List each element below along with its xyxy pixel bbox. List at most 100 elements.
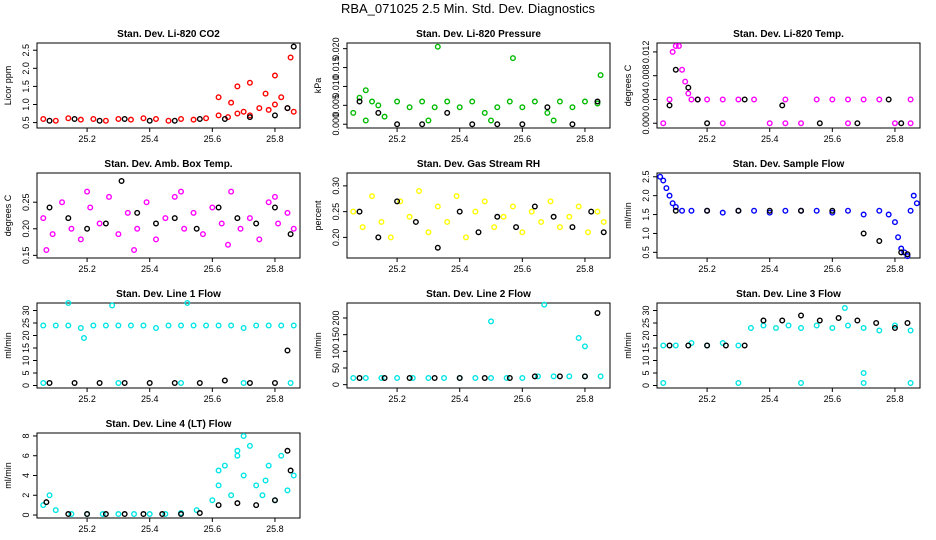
reference-point xyxy=(456,208,463,215)
data-point xyxy=(228,322,235,329)
data-point xyxy=(907,380,914,387)
reference-point xyxy=(854,317,861,324)
data-point xyxy=(735,342,742,349)
reference-point xyxy=(196,380,203,387)
reference-point xyxy=(506,375,513,382)
data-point xyxy=(907,120,914,127)
data-point xyxy=(506,98,513,105)
data-point xyxy=(68,511,75,518)
reference-point xyxy=(704,120,711,127)
reference-point xyxy=(171,380,178,387)
data-point xyxy=(488,318,495,325)
data-point xyxy=(80,335,87,342)
data-point xyxy=(782,120,789,127)
reference-point xyxy=(284,347,291,354)
data-point xyxy=(907,327,914,334)
reference-point xyxy=(65,511,72,518)
panel-title: Stan. Dev. Amb. Box Temp. xyxy=(104,159,232,170)
reference-point xyxy=(140,511,147,518)
plot-frame xyxy=(346,172,611,259)
plot-frame xyxy=(346,302,611,389)
reference-point xyxy=(760,317,767,324)
data-point xyxy=(203,322,210,329)
data-point xyxy=(221,462,228,469)
reference-point xyxy=(431,375,438,382)
plot-frame xyxy=(656,172,921,259)
reference-point xyxy=(84,225,91,232)
y-tick-label: 1.0 xyxy=(641,227,651,240)
x-tick-label: 25.4 xyxy=(141,264,159,274)
reference-point xyxy=(741,96,748,103)
data-point xyxy=(146,511,153,518)
data-point xyxy=(813,322,820,329)
y-tick-label: 0.5 xyxy=(641,246,651,259)
data-point xyxy=(253,482,260,489)
panel-co2: Stan. Dev. Li-820 CO2 Licor ppm 25.2 25.4 25… xyxy=(3,29,301,144)
data-point xyxy=(566,213,573,220)
reference-point xyxy=(419,121,426,128)
data-point xyxy=(672,42,679,49)
x-tick-label: 25.2 xyxy=(698,264,716,274)
data-point xyxy=(184,300,191,307)
data-point xyxy=(90,322,97,329)
x-tick-label: 25.2 xyxy=(388,394,406,404)
x-tick-label: 25.6 xyxy=(824,134,842,144)
data-point xyxy=(278,322,285,329)
data-point xyxy=(40,115,47,122)
reference-point xyxy=(271,112,278,119)
reference-point xyxy=(672,66,679,73)
data-point xyxy=(77,116,84,123)
data-point xyxy=(106,193,113,200)
reference-point xyxy=(735,207,742,214)
data-point xyxy=(228,188,235,195)
data-point xyxy=(666,96,673,103)
data-point xyxy=(40,215,47,222)
data-point xyxy=(165,322,172,329)
data-point xyxy=(84,188,91,195)
data-point xyxy=(165,117,172,124)
reference-point xyxy=(406,375,413,382)
x-tick-label: 25.6 xyxy=(514,264,532,274)
data-point xyxy=(550,373,557,380)
reference-point xyxy=(118,177,125,184)
data-point xyxy=(240,380,247,387)
data-point xyxy=(682,78,689,85)
data-point xyxy=(891,219,898,226)
data-point xyxy=(40,322,47,329)
data-point xyxy=(672,342,679,349)
data-point xyxy=(453,193,460,200)
data-point xyxy=(860,325,867,332)
reference-point xyxy=(581,373,588,380)
data-point xyxy=(52,117,59,124)
reference-point xyxy=(96,380,103,387)
y-tick-label: 0.25 xyxy=(21,193,31,211)
x-tick-label: 25.4 xyxy=(761,264,779,274)
reference-point xyxy=(898,249,905,256)
data-point xyxy=(488,375,495,382)
reference-point xyxy=(171,215,178,222)
reference-point xyxy=(600,229,607,236)
reference-point xyxy=(102,220,109,227)
y-tick-label: 0.20 xyxy=(331,229,341,247)
data-point xyxy=(782,96,789,103)
data-point xyxy=(246,215,253,222)
data-point xyxy=(240,325,247,332)
data-point xyxy=(234,110,241,117)
panel-title: Stan. Dev. Line 1 Flow xyxy=(116,289,221,300)
data-point xyxy=(444,98,451,105)
panel-title: Stan. Dev. Li-820 Pressure xyxy=(416,29,541,40)
data-point xyxy=(275,220,282,227)
data-point xyxy=(394,375,401,382)
data-point xyxy=(209,204,216,211)
data-point xyxy=(469,98,476,105)
data-point xyxy=(115,380,122,387)
reference-point xyxy=(494,213,501,220)
data-point xyxy=(228,492,235,499)
data-point xyxy=(215,94,222,101)
x-tick-label: 25.6 xyxy=(824,264,842,274)
data-point xyxy=(350,375,357,382)
data-point xyxy=(719,96,726,103)
data-point xyxy=(152,236,159,243)
x-tick-label: 25.4 xyxy=(141,134,159,144)
data-point xyxy=(406,104,413,111)
